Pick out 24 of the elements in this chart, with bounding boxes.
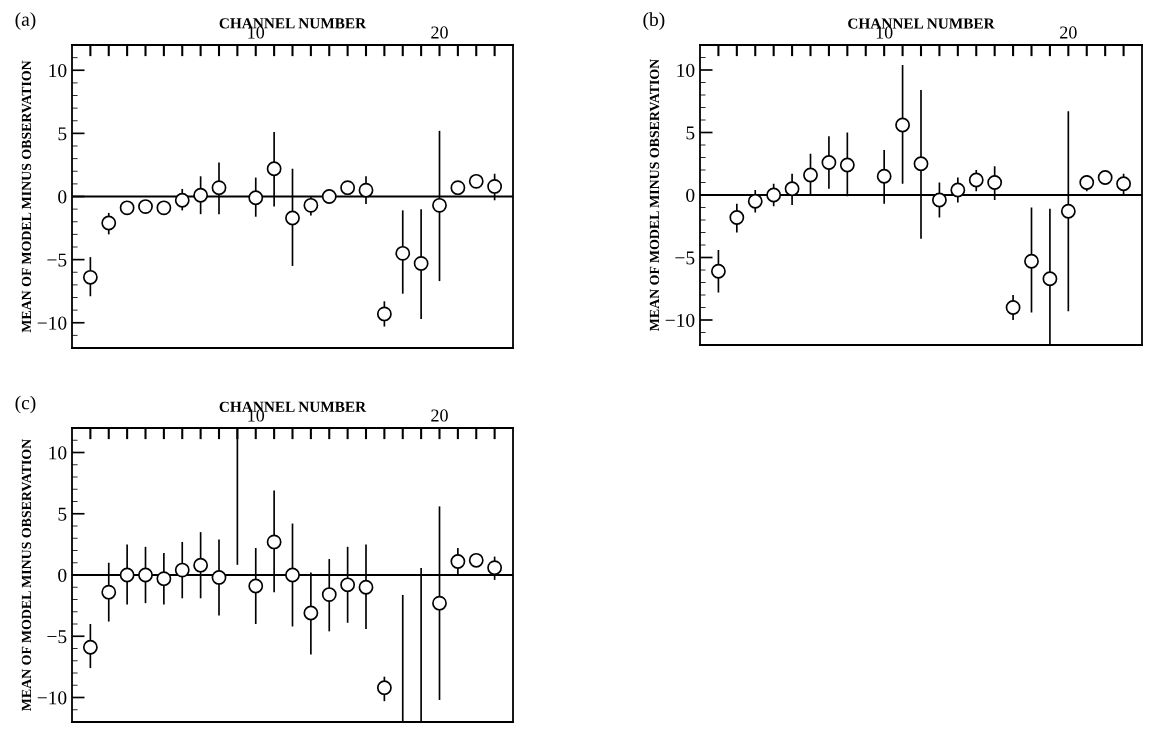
y-tick-label: 10	[49, 64, 67, 78]
y-axis-title: MEAN OF MODEL MINUS OBSERVATION	[21, 438, 32, 711]
y-tick-label: −10	[665, 313, 695, 327]
chart-title: (c)	[15, 395, 36, 414]
chart-title: (b)	[643, 12, 665, 30]
y-tick-label: 0	[686, 188, 695, 202]
y-tick-label: 10	[677, 63, 695, 77]
y-tick-label: −10	[37, 691, 67, 705]
y-tick-label: 0	[58, 568, 67, 582]
x-tick-label: 20	[1060, 26, 1077, 39]
y-axis-title: MEAN OF MODEL MINUS OBSERVATION	[649, 58, 660, 331]
y-tick-label: 10	[49, 446, 67, 460]
y-tick-label: 0	[58, 190, 67, 204]
y-axis-title: MEAN OF MODEL MINUS OBSERVATION	[21, 60, 32, 333]
chart-title: (a)	[15, 12, 36, 30]
y-tick-label: 5	[58, 507, 67, 521]
x-tick-label: 20	[431, 26, 448, 39]
y-tick-label: −5	[47, 253, 67, 267]
y-tick-label: 5	[58, 127, 67, 141]
y-tick-label: −10	[37, 316, 67, 330]
x-tick-label: 20	[431, 409, 448, 422]
y-tick-label: −5	[675, 251, 695, 265]
y-tick-label: 5	[686, 126, 695, 140]
y-tick-label: −5	[47, 630, 67, 644]
